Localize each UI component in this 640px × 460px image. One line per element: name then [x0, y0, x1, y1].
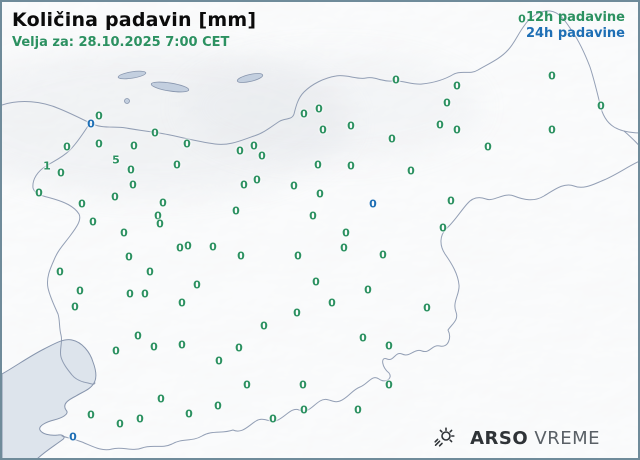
valid-time: Velja za: 28.10.2025 7:00 CET [12, 34, 230, 50]
map-legend: 12h padavine 24h padavine [526, 10, 625, 43]
arso-vreme-logo: ARSO VREME [433, 426, 600, 450]
lakes [117, 70, 264, 104]
title-block: Količina padavin [mm] Velja za: 28.10.20… [12, 9, 257, 51]
state-borders [2, 10, 638, 451]
page-title: Količina padavin [mm] [12, 9, 257, 31]
brand-agency: ARSO [470, 427, 529, 449]
brand-text: ARSO VREME [470, 428, 600, 449]
brand-product: VREME [534, 427, 600, 449]
legend-24h-padavine[interactable]: 24h padavine [525, 26, 625, 42]
legend-12h-padavine[interactable]: 12h padavine [525, 10, 625, 25]
sea-adriatic [2, 339, 97, 458]
sun-rain-icon [434, 427, 455, 447]
